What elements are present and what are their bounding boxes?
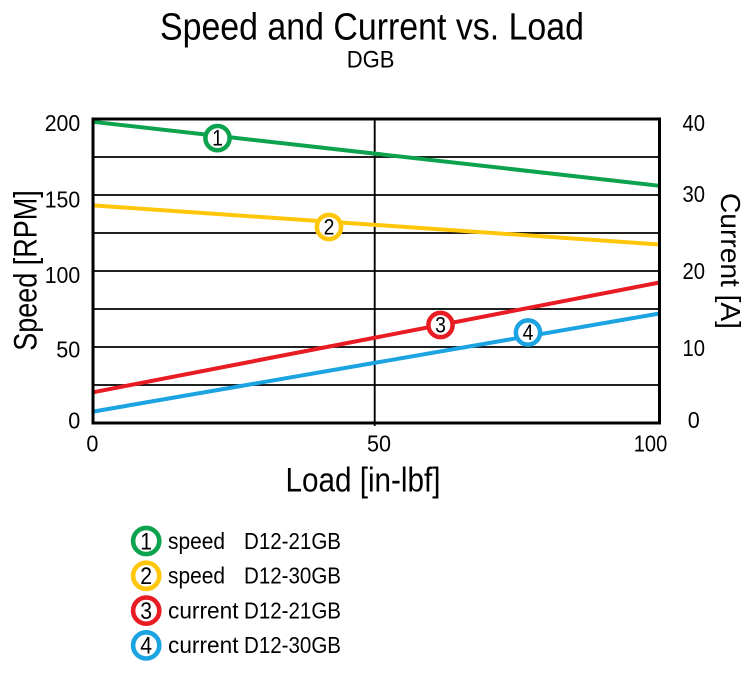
svg-text:speed: speed [168,528,225,554]
svg-text:DGB: DGB [347,46,395,73]
svg-text:150: 150 [45,187,81,213]
svg-text:50: 50 [56,336,80,362]
svg-text:3: 3 [140,598,152,625]
svg-text:current: current [168,597,239,623]
svg-text:3: 3 [435,313,446,338]
svg-text:40: 40 [682,110,705,136]
svg-text:100: 100 [634,430,668,456]
svg-text:0: 0 [86,430,98,456]
svg-text:Speed and Current vs. Load: Speed and Current vs. Load [160,6,584,48]
svg-text:50: 50 [367,430,391,456]
svg-text:1: 1 [140,528,152,555]
svg-text:Load [in-lbf]: Load [in-lbf] [286,462,441,500]
svg-text:2: 2 [140,563,152,590]
svg-text:current: current [168,632,239,658]
svg-text:4: 4 [523,320,534,345]
svg-text:D12-30GB: D12-30GB [244,632,341,658]
svg-text:D12-21GB: D12-21GB [244,597,341,623]
svg-text:D12-30GB: D12-30GB [244,563,341,589]
svg-text:4: 4 [140,633,152,660]
svg-text:30: 30 [682,181,705,207]
svg-text:0: 0 [688,407,700,433]
svg-text:speed: speed [168,563,225,589]
svg-text:1: 1 [212,126,223,151]
svg-text:10: 10 [682,335,705,361]
svg-text:Speed [RPM]: Speed [RPM] [7,190,43,351]
svg-text:D12-21GB: D12-21GB [244,528,341,554]
svg-text:100: 100 [45,262,81,288]
svg-text:Current [A]: Current [A] [715,193,746,329]
svg-text:20: 20 [682,258,705,284]
svg-text:200: 200 [45,110,81,136]
svg-text:2: 2 [324,215,335,240]
svg-text:0: 0 [68,408,80,434]
